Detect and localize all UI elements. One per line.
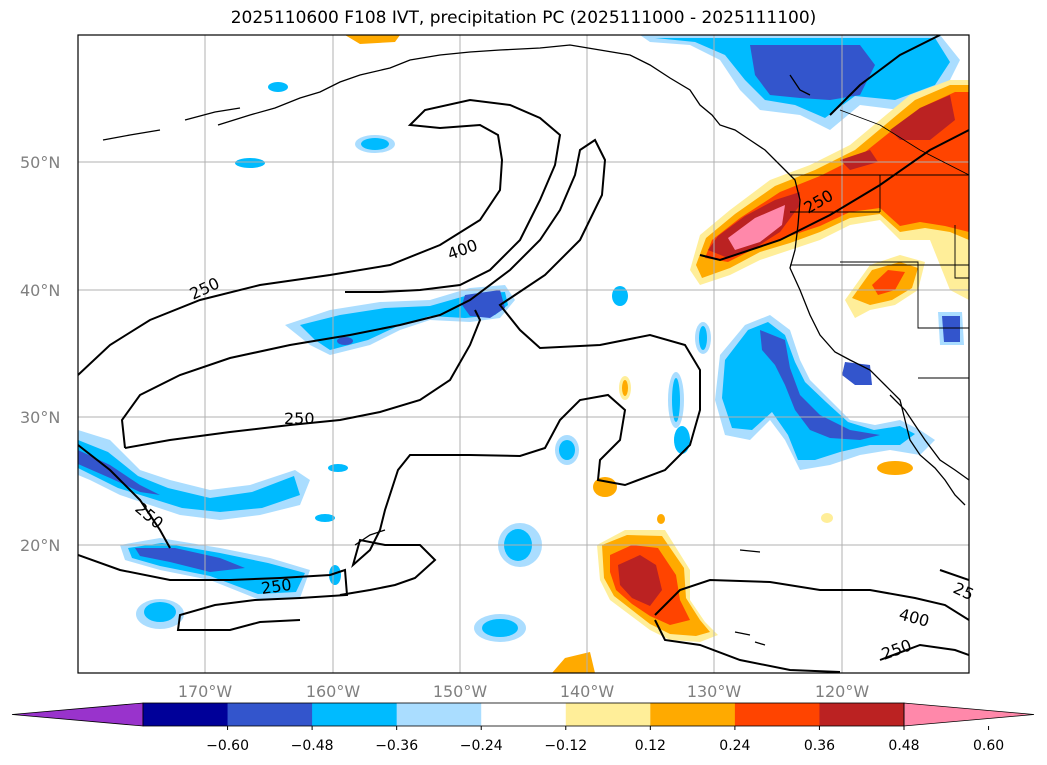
colorbar-segment: [650, 703, 736, 726]
lat-label: 20°N: [20, 536, 60, 555]
colorbar-tick-label: 0.48: [888, 738, 919, 754]
contour-label: 250: [260, 575, 293, 598]
colorbar-segment: [312, 703, 398, 726]
contour-label: 250: [284, 409, 315, 428]
colorbar-tick-label: −0.36: [375, 738, 418, 754]
colorbar-tick-label: −0.60: [206, 738, 249, 754]
coastlines: [102, 44, 969, 646]
lat-label: 50°N: [20, 153, 60, 172]
colorbar-tick-label: 0.36: [804, 738, 835, 754]
lon-label: 170°W: [178, 682, 233, 701]
lon-label: 130°W: [687, 682, 742, 701]
lon-label: 120°W: [815, 682, 870, 701]
colorbar-segment: [143, 703, 229, 726]
longitude-labels: 170°W 160°W 150°W 140°W 130°W 120°W: [178, 682, 870, 701]
map-plot-area: [78, 35, 969, 673]
colorbar-tick-label: 0.60: [973, 738, 1004, 754]
colorbar-segment: [481, 703, 567, 726]
plot-frame: [77, 34, 970, 674]
colorbar-extend-low: [11, 702, 144, 727]
colorbar-tick-label: −0.24: [460, 738, 503, 754]
map-title: 2025110600 F108 IVT, precipitation PC (2…: [230, 8, 817, 28]
colorbar-segment: [565, 703, 651, 726]
colorbar: [11, 702, 1035, 727]
graticule: [78, 35, 969, 673]
positive-anomaly-regions: [345, 35, 969, 673]
colorbar-segment: [396, 703, 482, 726]
colorbar-extend-high: [903, 702, 1035, 727]
colorbar-tick-label: −0.48: [291, 738, 334, 754]
colorbar-segment: [227, 703, 313, 726]
colorbar-tick-label: −0.12: [544, 738, 587, 754]
negative-anomaly-regions: [78, 35, 964, 642]
colorbar-segment: [819, 703, 905, 726]
lat-label: 30°N: [20, 408, 60, 427]
colorbar-ticks: −0.60 −0.48 −0.36 −0.24 −0.12 0.12 0.24 0.36 0.4…: [206, 726, 1004, 754]
lon-label: 160°W: [306, 682, 361, 701]
lat-label: 40°N: [20, 281, 60, 300]
lon-label: 150°W: [433, 682, 488, 701]
lon-label: 140°W: [560, 682, 615, 701]
ivt-contours: [78, 35, 969, 673]
colorbar-frame: [142, 702, 905, 727]
colorbar-tick-label: 0.12: [635, 738, 666, 754]
colorbar-segment: [734, 703, 820, 726]
colorbar-tick-label: 0.24: [719, 738, 750, 754]
latitude-labels: 50°N 40°N 30°N 20°N: [20, 153, 60, 555]
